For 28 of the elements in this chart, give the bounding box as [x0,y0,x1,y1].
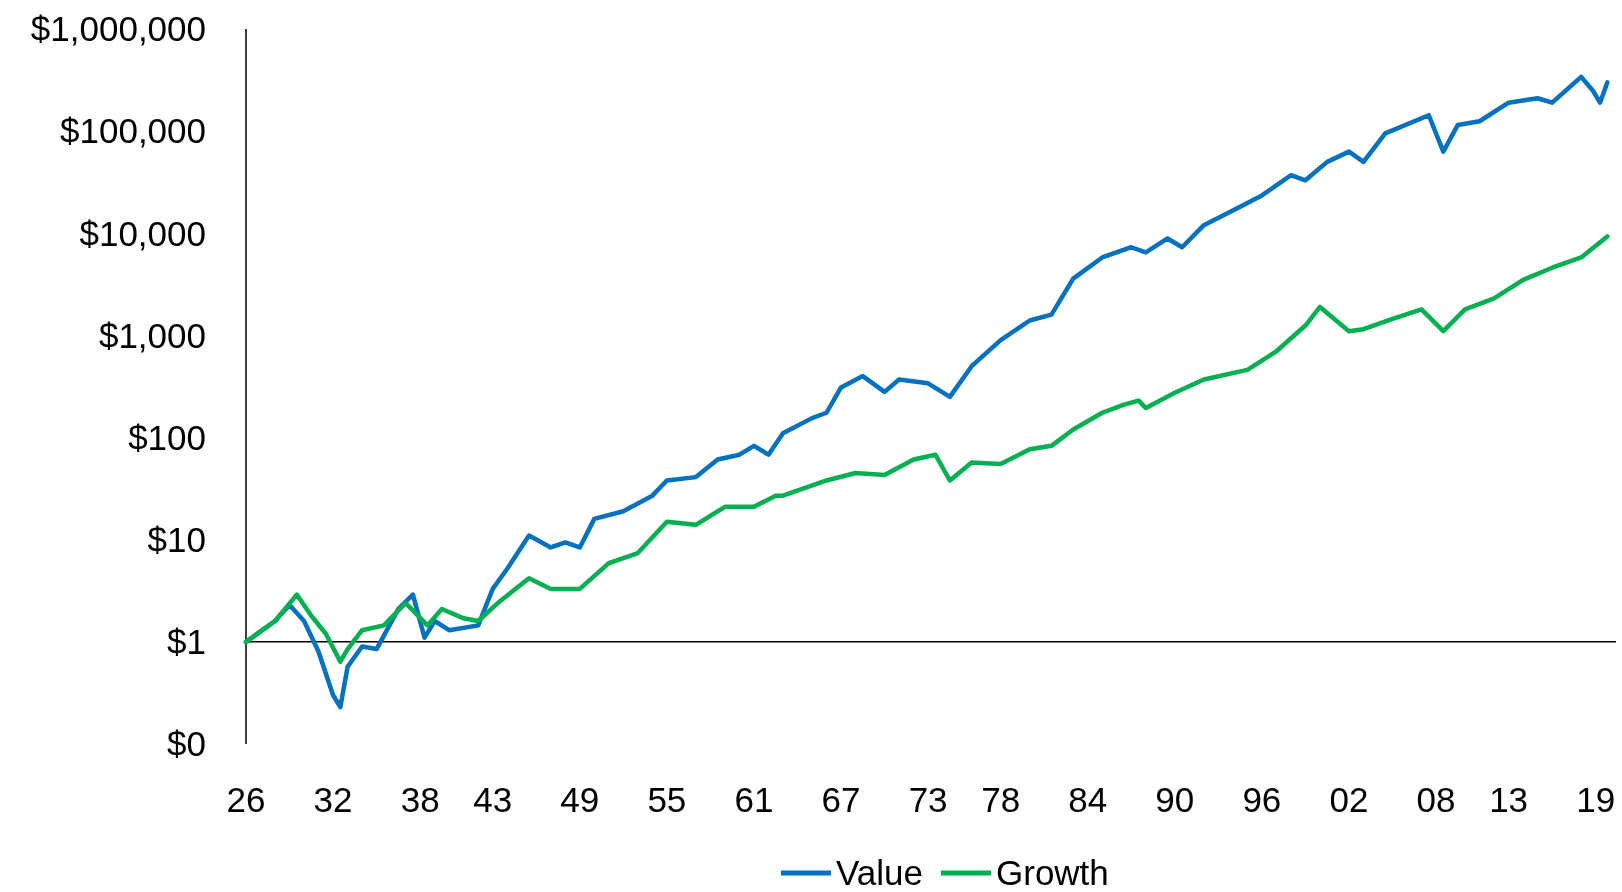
x-tick-label: 38 [400,780,440,819]
y-tick-label: $0 [167,724,206,764]
x-tick-label: 61 [734,780,774,819]
line-series [243,234,1610,664]
y-tick-label: $1,000 [98,315,206,355]
x-tick-label: 26 [226,780,266,819]
x-tick-label: 67 [821,780,861,819]
x-tick-label: 02 [1329,780,1369,819]
x-tick-label: 32 [313,780,353,819]
x-tick-label: 55 [647,780,687,819]
y-tick-label: $100 [128,417,206,457]
x-tick-label: 13 [1489,780,1529,819]
x-tick-label: 78 [981,780,1021,819]
x-tick-label: 19 [1576,780,1616,819]
x-tick-label: 49 [560,780,600,819]
y-tick-label: $10 [147,519,206,559]
x-tick-label: 43 [473,780,513,819]
x-tick-label: 08 [1416,780,1456,819]
legend-label: Value [836,853,923,892]
y-tick-label: $10,000 [79,213,206,253]
x-tick-label: 73 [908,780,948,819]
legend-label: Growth [996,853,1109,892]
x-tick-label: 84 [1068,780,1108,819]
x-tick-label: 90 [1155,780,1195,819]
x-tick-label: 96 [1242,780,1282,819]
y-tick-label: $1 [167,622,206,662]
y-tick-label: $100,000 [60,111,206,151]
y-tick-label: $1,000,000 [30,9,206,49]
